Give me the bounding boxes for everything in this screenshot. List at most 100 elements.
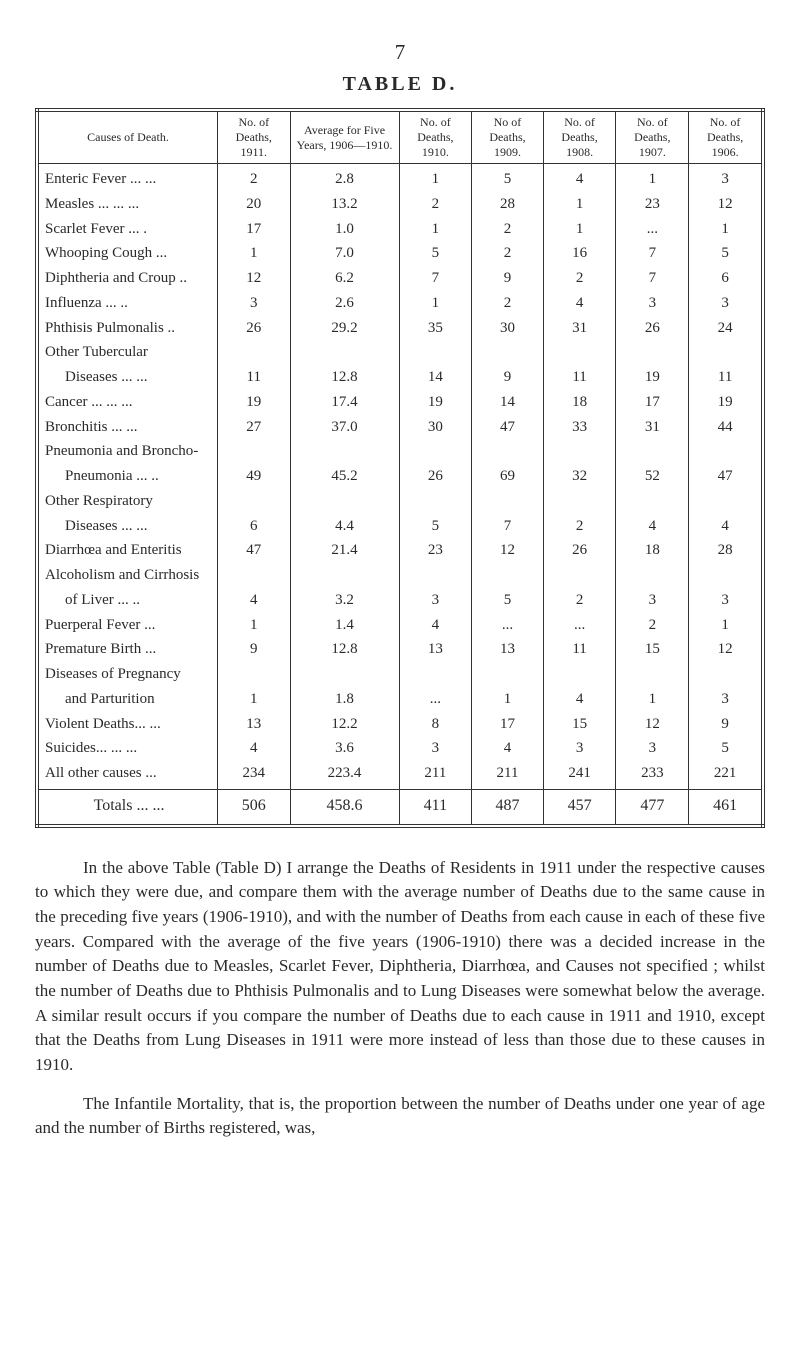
data-cell — [689, 662, 763, 687]
data-cell: 31 — [543, 316, 616, 341]
data-cell: 17 — [616, 390, 689, 415]
data-cell — [218, 563, 291, 588]
table-row: Diarrhœa and Enteritis4721.42312261828 — [37, 538, 763, 563]
data-cell: 5 — [399, 241, 472, 266]
col-cause: Causes of Death. — [37, 110, 218, 164]
data-cell: 12.2 — [290, 712, 399, 737]
table-row: Other Tubercular — [37, 340, 763, 365]
data-cell — [218, 662, 291, 687]
data-cell: 11 — [218, 365, 291, 390]
data-cell: 1 — [543, 217, 616, 242]
data-cell: ... — [472, 613, 543, 638]
data-cell: 6 — [218, 514, 291, 539]
data-cell: 12 — [218, 266, 291, 291]
data-cell: 3 — [616, 736, 689, 761]
data-cell: 1 — [218, 687, 291, 712]
data-cell: 2.8 — [290, 164, 399, 192]
data-cell: 28 — [689, 538, 763, 563]
cause-label: and Parturition — [37, 687, 218, 712]
data-cell — [616, 563, 689, 588]
data-cell: 1 — [218, 613, 291, 638]
data-cell: 19 — [616, 365, 689, 390]
cause-label: Phthisis Pulmonalis .. — [37, 316, 218, 341]
cause-label: Diarrhœa and Enteritis — [37, 538, 218, 563]
data-cell: 4 — [616, 514, 689, 539]
totals-avg: 458.6 — [290, 789, 399, 826]
data-cell: 4.4 — [290, 514, 399, 539]
col-1907: No. of Deaths, 1907. — [616, 110, 689, 164]
data-cell: 15 — [543, 712, 616, 737]
data-cell: 32 — [543, 464, 616, 489]
data-cell: 30 — [399, 415, 472, 440]
data-cell: 47 — [689, 464, 763, 489]
cause-label: Bronchitis ... ... — [37, 415, 218, 440]
totals-1907: 477 — [616, 789, 689, 826]
data-cell: 19 — [689, 390, 763, 415]
data-cell — [290, 489, 399, 514]
data-cell — [689, 340, 763, 365]
data-cell: 7 — [472, 514, 543, 539]
col-1908: No. of Deaths, 1908. — [543, 110, 616, 164]
data-cell: 9 — [218, 637, 291, 662]
data-cell: 1 — [689, 217, 763, 242]
totals-1908: 457 — [543, 789, 616, 826]
data-cell — [218, 489, 291, 514]
cause-label: Diseases of Pregnancy — [37, 662, 218, 687]
data-cell: 223.4 — [290, 761, 399, 789]
totals-1910: 411 — [399, 789, 472, 826]
data-cell: 19 — [218, 390, 291, 415]
data-cell: 24 — [689, 316, 763, 341]
data-cell: 12 — [689, 192, 763, 217]
cause-label: Diphtheria and Croup .. — [37, 266, 218, 291]
cause-label: Pneumonia and Broncho- — [37, 439, 218, 464]
data-cell: 33 — [543, 415, 616, 440]
cause-label: Whooping Cough ... — [37, 241, 218, 266]
cause-label: Influenza ... .. — [37, 291, 218, 316]
col-1906: No. of Deaths, 1906. — [689, 110, 763, 164]
data-cell: 7 — [616, 266, 689, 291]
causes-of-death-table: Causes of Death. No. of Deaths, 1911. Av… — [35, 108, 765, 828]
data-cell: 3 — [689, 588, 763, 613]
cause-label: Alcoholism and Cirrhosis — [37, 563, 218, 588]
data-cell: 1.0 — [290, 217, 399, 242]
cause-label: All other causes ... — [37, 761, 218, 789]
totals-1906: 461 — [689, 789, 763, 826]
data-cell: 23 — [616, 192, 689, 217]
data-cell: 13 — [472, 637, 543, 662]
cause-label: Diseases ... ... — [37, 365, 218, 390]
table-row: Diseases ... ...64.457244 — [37, 514, 763, 539]
data-cell: 17 — [472, 712, 543, 737]
data-cell: 13 — [218, 712, 291, 737]
col-1909: No of Deaths, 1909. — [472, 110, 543, 164]
data-cell: 6 — [689, 266, 763, 291]
data-cell: 12.8 — [290, 365, 399, 390]
data-cell: 234 — [218, 761, 291, 789]
data-cell: 2 — [472, 291, 543, 316]
data-cell: 35 — [399, 316, 472, 341]
page-number: 7 — [35, 40, 765, 65]
data-cell: 5 — [689, 736, 763, 761]
header-row: Causes of Death. No. of Deaths, 1911. Av… — [37, 110, 763, 164]
data-cell: 1 — [616, 687, 689, 712]
data-cell: 21.4 — [290, 538, 399, 563]
table-row: Enteric Fever ... ...22.815413 — [37, 164, 763, 192]
data-cell: 45.2 — [290, 464, 399, 489]
data-cell: 3 — [399, 588, 472, 613]
data-cell: 26 — [543, 538, 616, 563]
data-cell: 31 — [616, 415, 689, 440]
data-cell — [543, 439, 616, 464]
data-cell: 3 — [689, 164, 763, 192]
data-cell: 47 — [472, 415, 543, 440]
data-cell: 9 — [689, 712, 763, 737]
data-cell: 49 — [218, 464, 291, 489]
body-text: In the above Table (Table D) I arrange t… — [35, 856, 765, 1141]
data-cell: 1 — [399, 164, 472, 192]
data-cell: 3 — [616, 588, 689, 613]
data-cell: 2 — [472, 241, 543, 266]
data-cell: 44 — [689, 415, 763, 440]
data-cell — [399, 439, 472, 464]
table-row: and Parturition11.8...1413 — [37, 687, 763, 712]
data-cell: 4 — [543, 687, 616, 712]
data-cell: 3 — [543, 736, 616, 761]
data-cell: 30 — [472, 316, 543, 341]
